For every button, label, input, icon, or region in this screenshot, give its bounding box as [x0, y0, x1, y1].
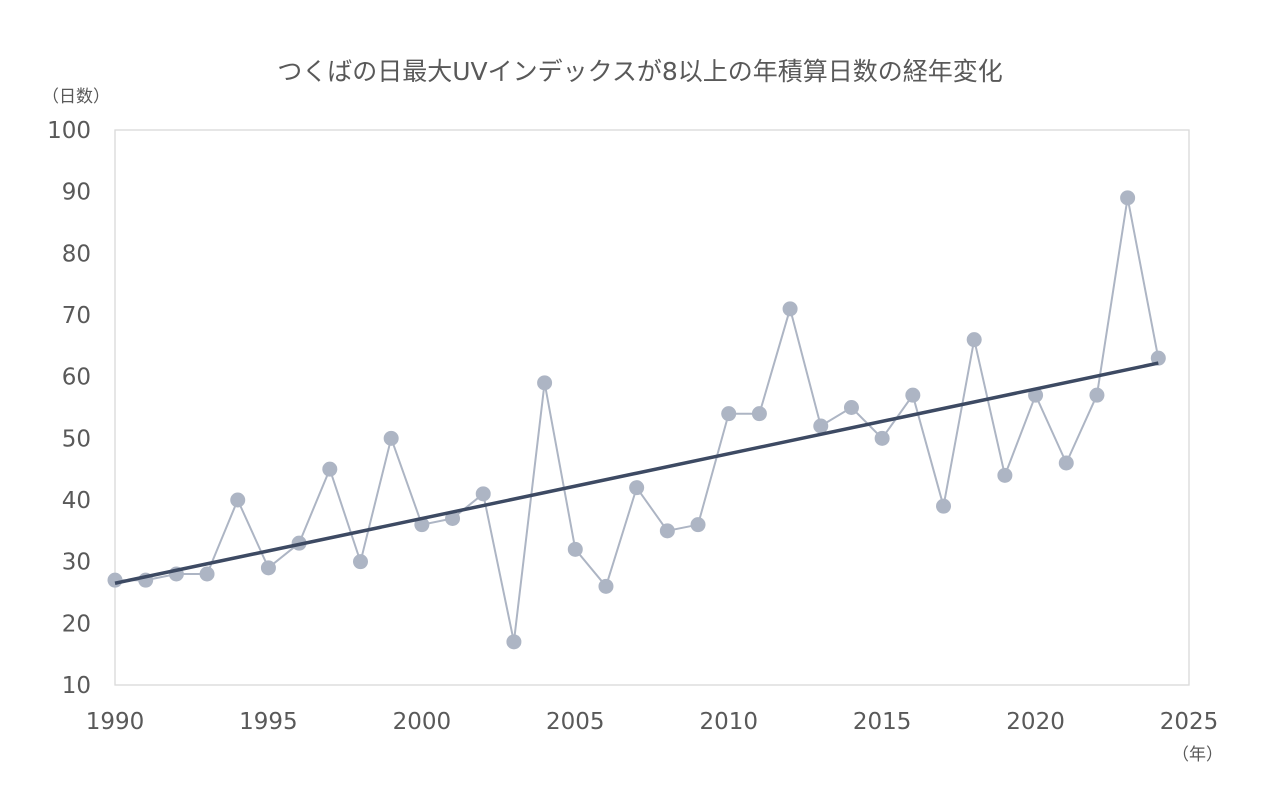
y-tick-label: 40 — [62, 488, 91, 514]
data-point — [782, 301, 798, 317]
data-point — [629, 480, 645, 496]
data-point — [966, 332, 982, 348]
data-point — [260, 560, 276, 576]
data-point — [751, 406, 767, 422]
data-point — [659, 523, 675, 539]
plot-area-frame — [114, 129, 1190, 686]
data-point — [1058, 455, 1074, 471]
y-tick-label: 80 — [62, 241, 91, 267]
x-tick-label: 2010 — [699, 709, 758, 735]
data-point — [598, 578, 614, 594]
data-point — [1150, 350, 1166, 366]
series-line — [115, 197, 1160, 643]
data-point — [813, 418, 829, 434]
trend-line — [114, 361, 1159, 585]
y-tick-label: 10 — [62, 673, 91, 699]
data-point — [1089, 387, 1105, 403]
data-point — [1120, 190, 1136, 206]
x-tick-label: 2000 — [393, 709, 452, 735]
y-tick-label: 70 — [62, 303, 91, 329]
data-point — [322, 461, 338, 477]
data-point — [721, 406, 737, 422]
chart-title: つくばの日最大UVインデックスが8以上の年積算日数の経年変化 — [277, 57, 1003, 86]
y-axis-label: （日数） — [42, 87, 110, 107]
data-point — [936, 498, 952, 514]
data-point — [567, 541, 583, 557]
data-point — [383, 430, 399, 446]
data-point — [905, 387, 921, 403]
data-point — [506, 634, 522, 650]
data-point — [843, 400, 859, 415]
data-point — [475, 486, 491, 502]
y-tick-label: 30 — [62, 550, 91, 576]
data-point — [997, 467, 1013, 483]
x-axis-label: （年） — [1172, 745, 1223, 765]
x-tick-label: 1990 — [86, 709, 145, 735]
data-point — [107, 572, 123, 588]
y-tick-label: 50 — [62, 426, 91, 452]
data-point — [690, 517, 706, 533]
data-point — [874, 430, 890, 446]
x-tick-label: 2005 — [546, 709, 605, 735]
y-tick-label: 20 — [62, 611, 91, 637]
x-tick-label: 2025 — [1160, 709, 1219, 735]
y-tick-label: 90 — [62, 180, 91, 206]
data-point — [199, 566, 215, 582]
data-point — [230, 492, 246, 508]
x-tick-label: 2015 — [853, 709, 912, 735]
x-tick-label: 2020 — [1006, 709, 1065, 735]
x-tick-label: 1995 — [239, 709, 298, 735]
data-point — [537, 375, 553, 391]
data-point — [445, 511, 461, 526]
y-tick-label: 60 — [62, 365, 91, 391]
data-point — [352, 554, 368, 570]
y-tick-label: 100 — [47, 118, 91, 144]
